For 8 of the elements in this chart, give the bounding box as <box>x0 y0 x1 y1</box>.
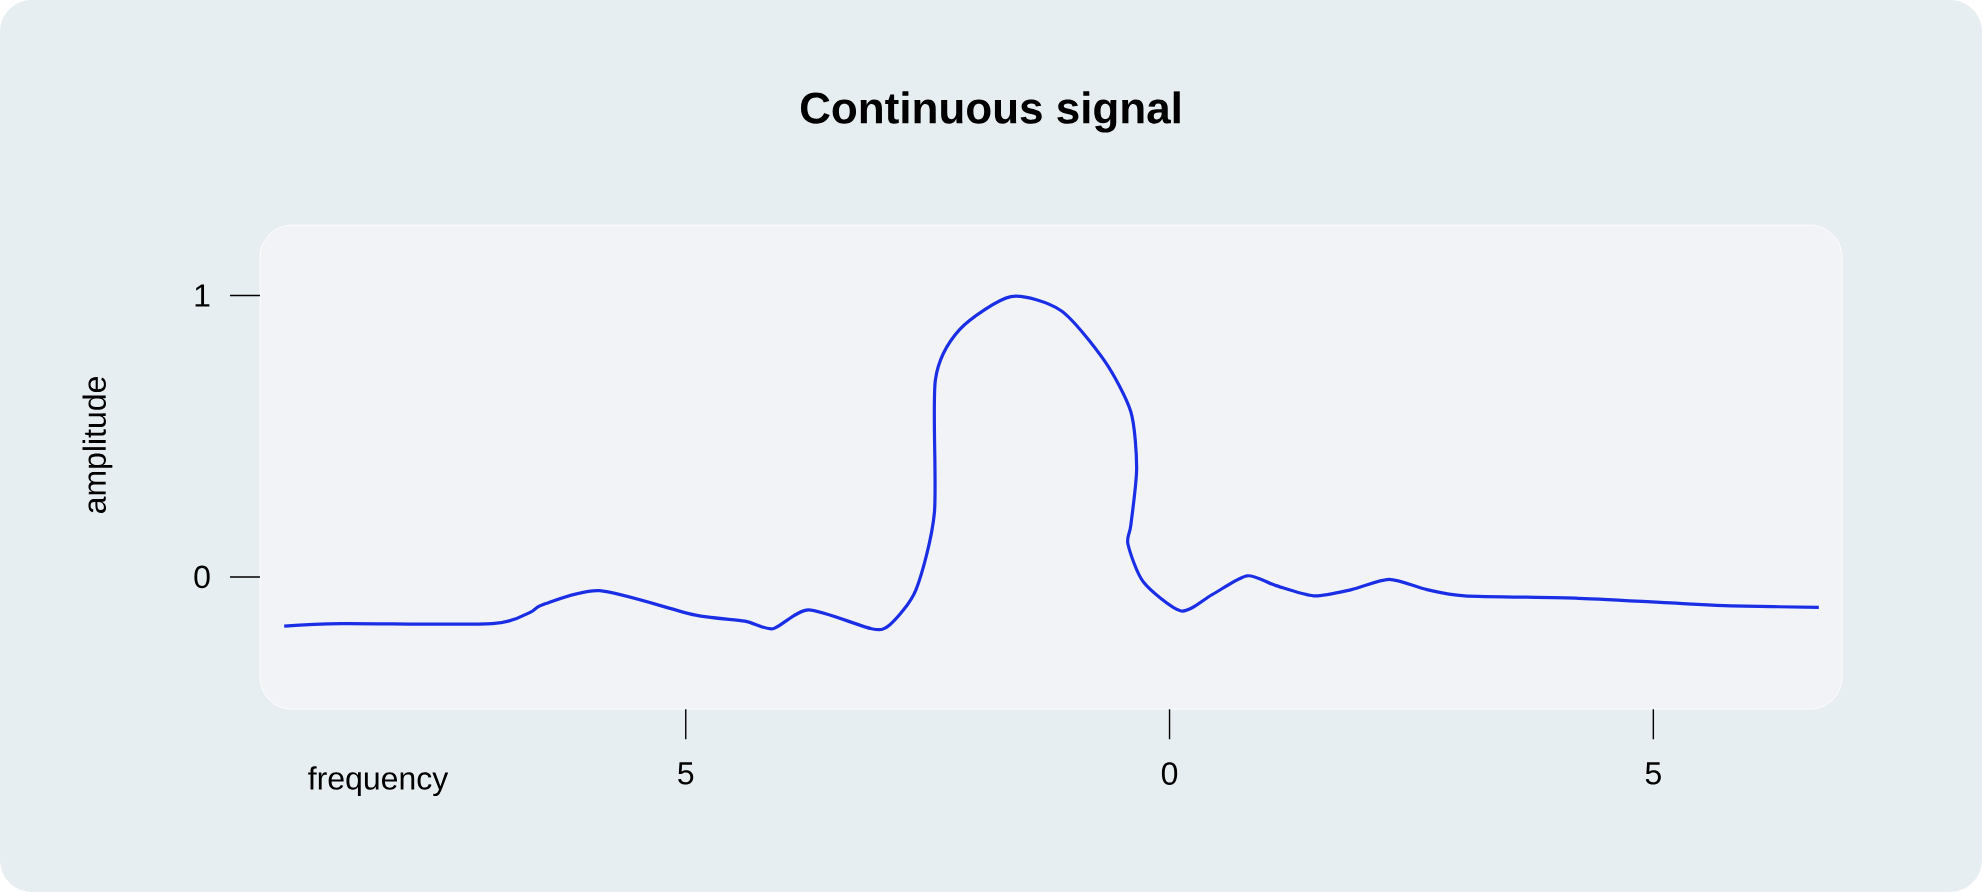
chart-title: Continuous signal <box>800 91 1180 133</box>
y-tick-label: 1 <box>195 284 210 307</box>
x-tick-label: 5 <box>1645 762 1661 785</box>
x-tick-label: 5 <box>678 762 694 785</box>
x-axis-title: frequency <box>308 766 449 797</box>
line-series <box>282 295 1821 631</box>
y-axis-title: amplitude <box>82 377 113 514</box>
x-tick-label: 0 <box>1161 762 1178 785</box>
